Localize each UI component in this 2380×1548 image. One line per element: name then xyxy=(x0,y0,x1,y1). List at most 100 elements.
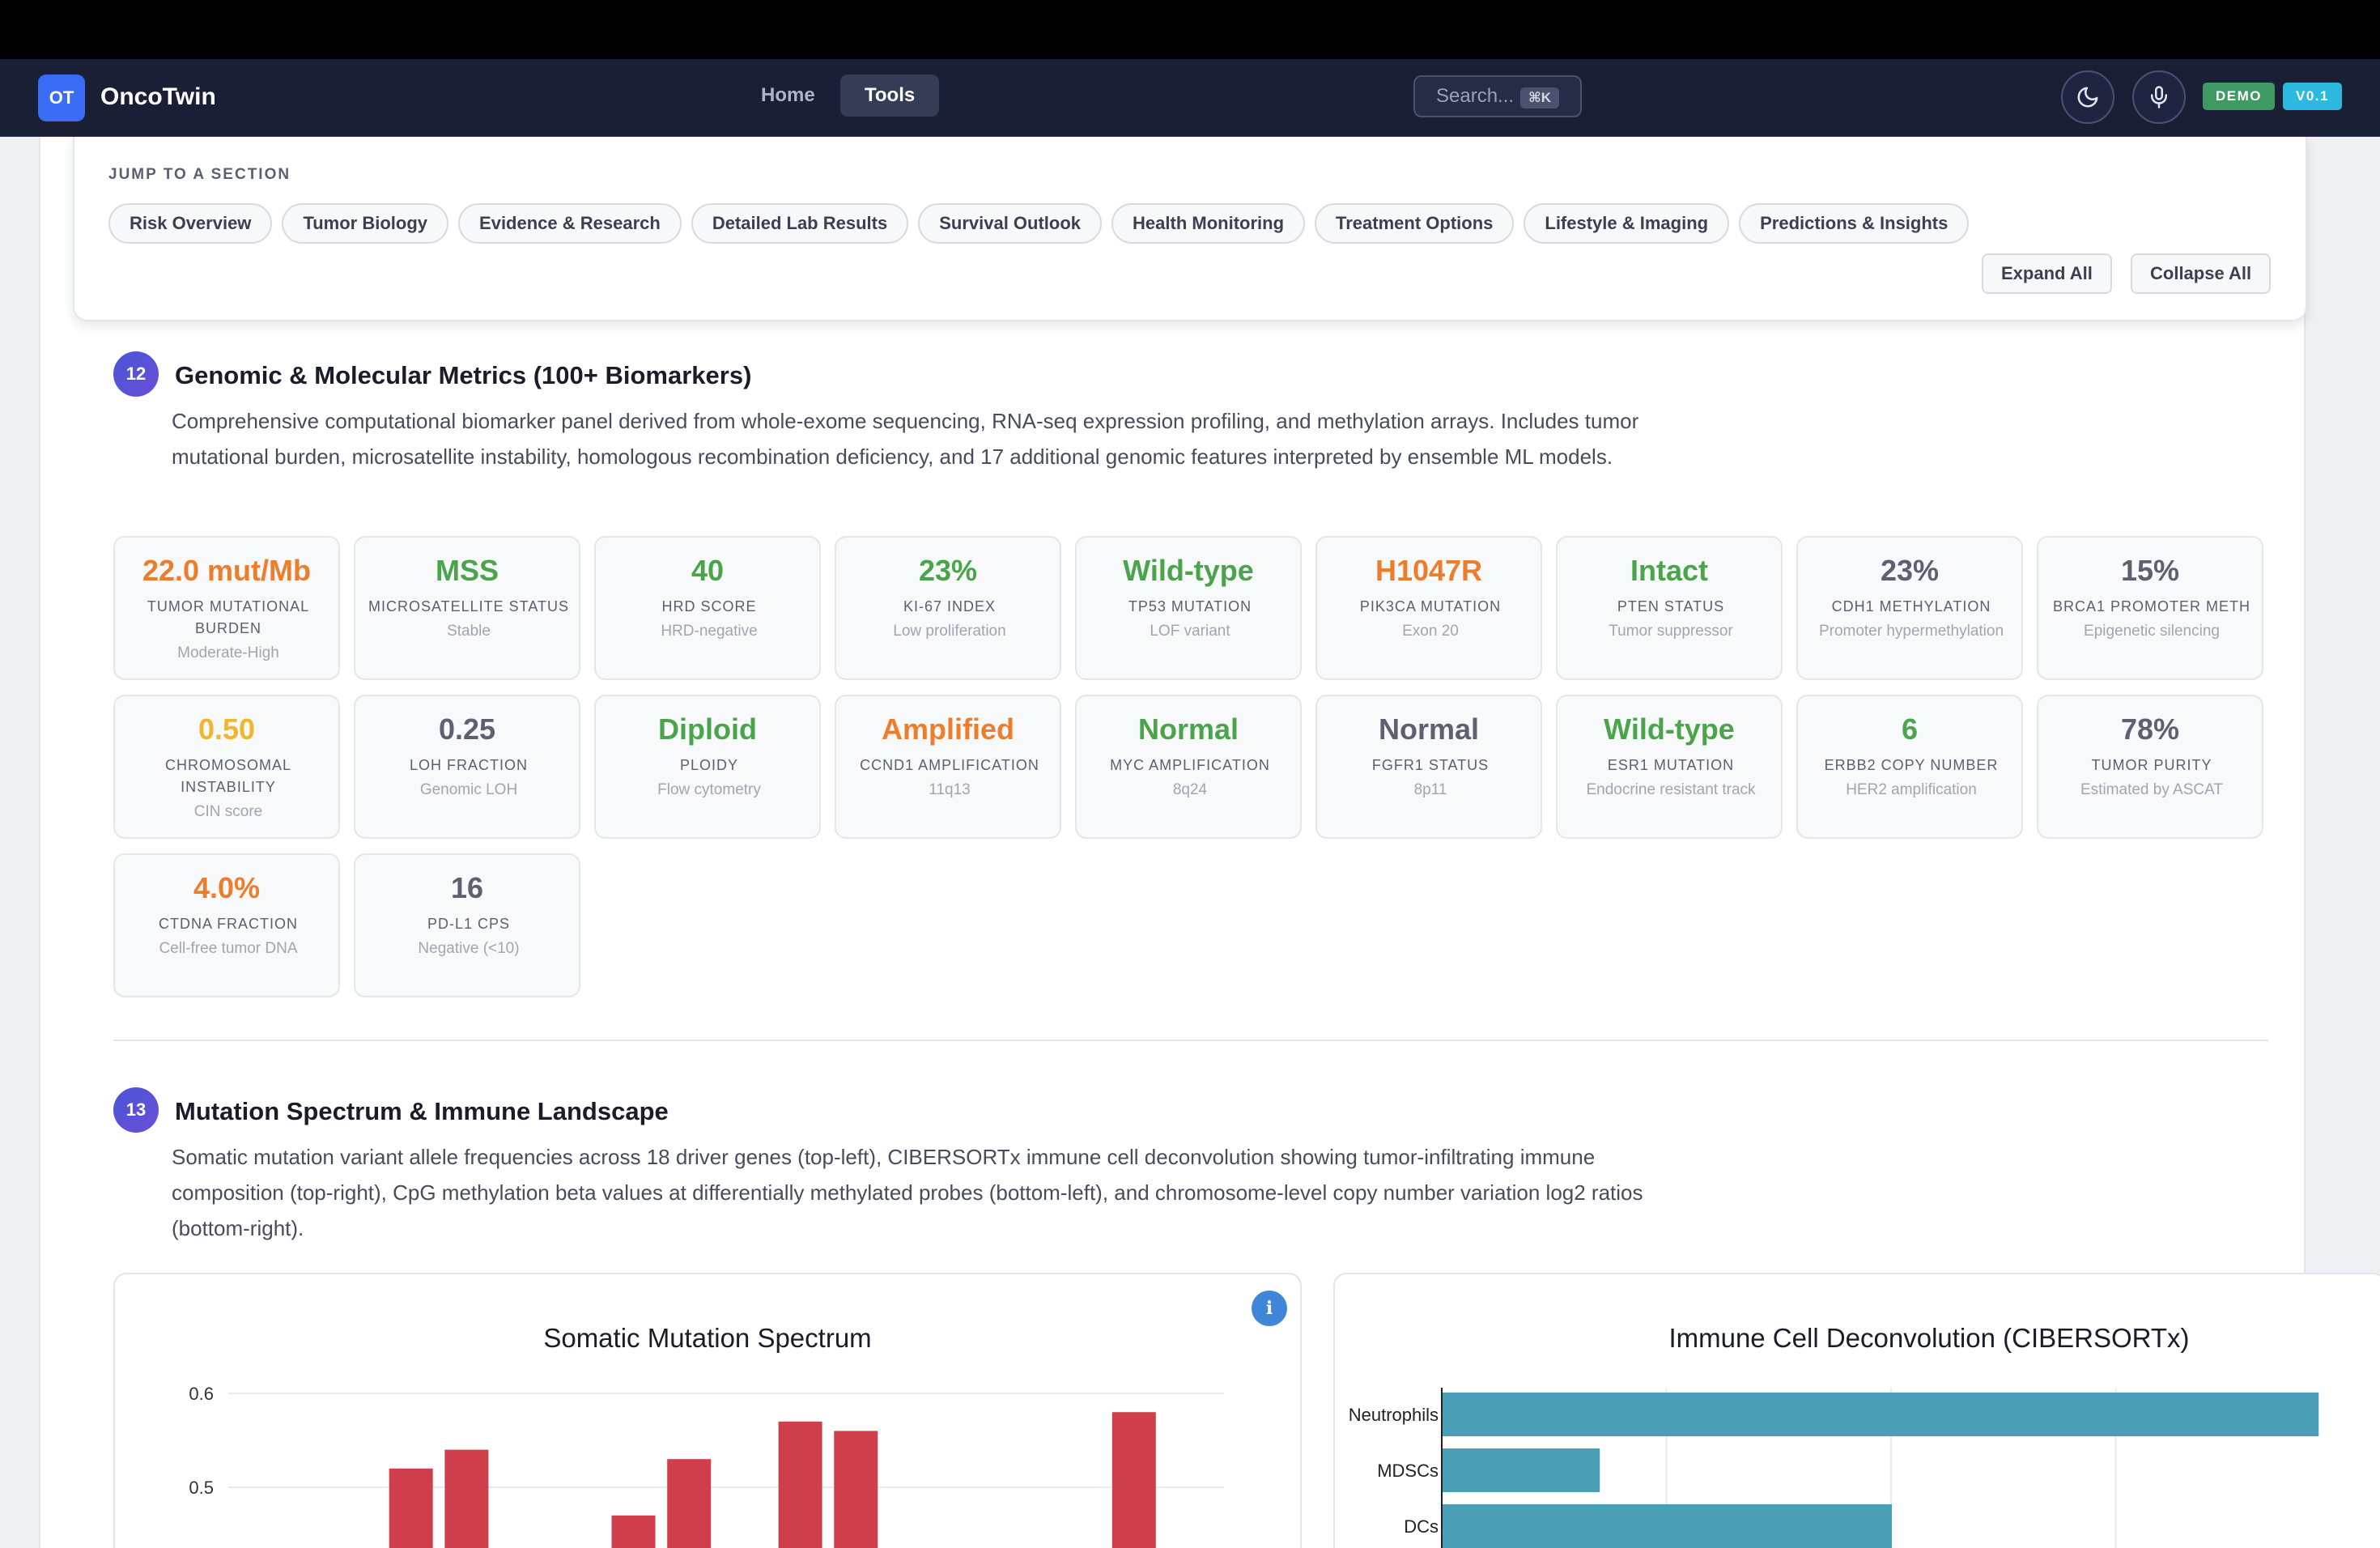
chip-detailed-lab-results[interactable]: Detailed Lab Results xyxy=(691,203,909,244)
biomarker-label: CDH1 Methylation xyxy=(1831,598,1991,615)
biomarker-label: HRD Score xyxy=(661,598,757,615)
biomarker-label: FGFR1 Status xyxy=(1371,757,1490,773)
window-top-bar xyxy=(0,0,2380,59)
chip-risk-overview[interactable]: Risk Overview xyxy=(108,203,273,244)
biomarker-label: ESR1 Mutation xyxy=(1607,757,1735,773)
biomarker-value: Amplified xyxy=(881,712,1014,746)
biomarker-value: Normal xyxy=(1378,712,1480,746)
biomarker-label: Chromosomal Instability xyxy=(164,757,291,795)
biomarker-label: PIK3CA Mutation xyxy=(1359,598,1502,615)
biomarker-value: 40 xyxy=(691,554,725,587)
biomarker-card: 4.0% ctDNA Fraction Cell-free tumor DNA xyxy=(113,853,340,997)
biomarker-card: Wild-type TP53 Mutation LOF variant xyxy=(1075,536,1302,680)
biomarker-subtext: Promoter hypermethylation xyxy=(1818,623,2004,640)
biomarker-label: Tumor Purity xyxy=(2091,757,2212,773)
biomarker-subtext: Negative (<10) xyxy=(418,940,520,957)
search-input[interactable]: Search... ⌘K xyxy=(1413,75,1582,117)
biomarker-card: H1047R PIK3CA Mutation Exon 20 xyxy=(1315,536,1542,680)
biomarker-value: 0.50 xyxy=(198,712,256,746)
biomarker-value: Intact xyxy=(1630,554,1708,587)
expand-all-button[interactable]: Expand All xyxy=(1982,253,2112,294)
biomarker-label: TP53 Mutation xyxy=(1128,598,1252,615)
biomarker-label: PTEN Status xyxy=(1617,598,1725,615)
chart-title: Somatic Mutation Spectrum xyxy=(543,1323,872,1353)
biomarker-subtext: Flow cytometry xyxy=(657,781,761,798)
biomarker-label: PD-L1 CPS xyxy=(427,916,511,932)
jump-to-section-panel: JUMP TO A SECTION Risk Overview Tumor Bi… xyxy=(73,137,2307,321)
biomarker-card: Normal FGFR1 Status 8p11 xyxy=(1315,695,1542,839)
biomarker-subtext: Cell-free tumor DNA xyxy=(159,940,298,957)
microphone-icon xyxy=(2151,86,2167,108)
info-icon[interactable]: i xyxy=(1252,1291,1287,1326)
biomarker-card: 23% Ki-67 Index Low proliferation xyxy=(835,536,1061,680)
category-label: MDSCs xyxy=(1377,1461,1439,1481)
chart-title: Immune Cell Deconvolution (CIBERSORTx) xyxy=(1668,1323,2190,1353)
biomarker-value: MSS xyxy=(435,554,499,587)
mutation-bar xyxy=(389,1468,433,1548)
biomarker-value: Normal xyxy=(1137,712,1239,746)
biomarker-value: Wild-type xyxy=(1604,712,1735,746)
nav-home-link[interactable]: Home xyxy=(761,84,815,106)
biomarker-value: 15% xyxy=(2120,554,2180,587)
biomarker-subtext: Stable xyxy=(447,623,491,640)
biomarker-subtext: CIN score xyxy=(193,803,263,820)
y-tick-label: 0.6 xyxy=(189,1384,214,1404)
biomarker-card: MSS Microsatellite Status Stable xyxy=(354,536,580,680)
biomarker-value: H1047R xyxy=(1375,554,1483,587)
biomarker-subtext: 8q24 xyxy=(1172,781,1208,798)
app-name[interactable]: OncoTwin xyxy=(100,83,216,110)
top-navbar: OT OncoTwin Home Tools Search... ⌘K DEMO… xyxy=(0,59,2380,137)
biomarker-subtext: Epigenetic silencing xyxy=(2084,623,2220,640)
chip-health-monitoring[interactable]: Health Monitoring xyxy=(1111,203,1306,244)
biomarker-value: Wild-type xyxy=(1123,554,1254,587)
jump-title: JUMP TO A SECTION xyxy=(108,166,291,183)
biomarker-subtext: 11q13 xyxy=(929,781,971,798)
chip-treatment-options[interactable]: Treatment Options xyxy=(1315,203,1515,244)
theme-toggle-button[interactable] xyxy=(2061,70,2114,124)
biomarker-value: 6 xyxy=(1901,712,1919,746)
category-label: Neutrophils xyxy=(1349,1405,1439,1425)
biomarker-card: 0.50 Chromosomal Instability CIN score xyxy=(113,695,340,839)
biomarker-subtext: Exon 20 xyxy=(1402,623,1459,640)
biomarker-value: 4.0% xyxy=(193,871,261,904)
biomarker-subtext: 8p11 xyxy=(1413,781,1447,798)
biomarker-card: Amplified CCND1 Amplification 11q13 xyxy=(835,695,1061,839)
mutation-bar xyxy=(778,1421,822,1548)
biomarker-card: 78% Tumor Purity Estimated by ASCAT xyxy=(2037,695,2263,839)
mutation-bar xyxy=(611,1515,656,1548)
version-badge: V0.1 xyxy=(2283,83,2342,110)
biomarker-card: Normal MYC Amplification 8q24 xyxy=(1075,695,1302,839)
biomarker-value: 16 xyxy=(450,871,484,904)
app-logo[interactable]: OT xyxy=(38,74,85,121)
biomarker-card: 40 HRD Score HRD-negative xyxy=(594,536,821,680)
biomarker-label: CCND1 Amplification xyxy=(860,757,1039,773)
nav-tools-link[interactable]: Tools xyxy=(840,74,940,117)
chart-plot-area: Neutrophils MDSCs DCs xyxy=(1349,1388,2319,1548)
biomarker-label: Ki-67 Index xyxy=(903,598,997,615)
immune-bar xyxy=(1443,1504,1892,1548)
biomarker-card: 15% BRCA1 Promoter Meth Epigenetic silenci… xyxy=(2037,536,2263,680)
biomarker-card: 16 PD-L1 CPS Negative (<10) xyxy=(354,853,580,997)
demo-badge: DEMO xyxy=(2203,83,2275,110)
chip-survival-outlook[interactable]: Survival Outlook xyxy=(918,203,1103,244)
biomarker-subtext: HRD-negative xyxy=(661,623,758,640)
biomarker-value: 0.25 xyxy=(438,712,496,746)
y-tick-label: 0.5 xyxy=(189,1478,214,1498)
mutation-bar xyxy=(834,1431,878,1548)
chip-lifestyle-imaging[interactable]: Lifestyle & Imaging xyxy=(1524,203,1730,244)
chip-predictions-insights[interactable]: Predictions & Insights xyxy=(1739,203,1970,244)
biomarker-label: Ploidy xyxy=(679,757,739,773)
voice-input-button[interactable] xyxy=(2132,70,2186,124)
biomarker-value: 23% xyxy=(1880,554,1940,587)
search-shortcut-badge: ⌘K xyxy=(1519,87,1559,108)
biomarker-value: Diploid xyxy=(658,712,757,746)
section-chip-list: Risk Overview Tumor Biology Evidence & R… xyxy=(108,203,1970,244)
biomarker-subtext: Genomic LOH xyxy=(419,781,518,798)
section-number-badge: 13 xyxy=(113,1087,159,1133)
chip-tumor-biology[interactable]: Tumor Biology xyxy=(282,203,449,244)
section-number-badge: 12 xyxy=(113,351,159,397)
biomarker-subtext: Endocrine resistant track xyxy=(1586,781,1756,798)
biomarker-label: Microsatellite Status xyxy=(368,598,570,615)
chip-evidence-research[interactable]: Evidence & Research xyxy=(458,203,682,244)
collapse-all-button[interactable]: Collapse All xyxy=(2131,253,2272,294)
